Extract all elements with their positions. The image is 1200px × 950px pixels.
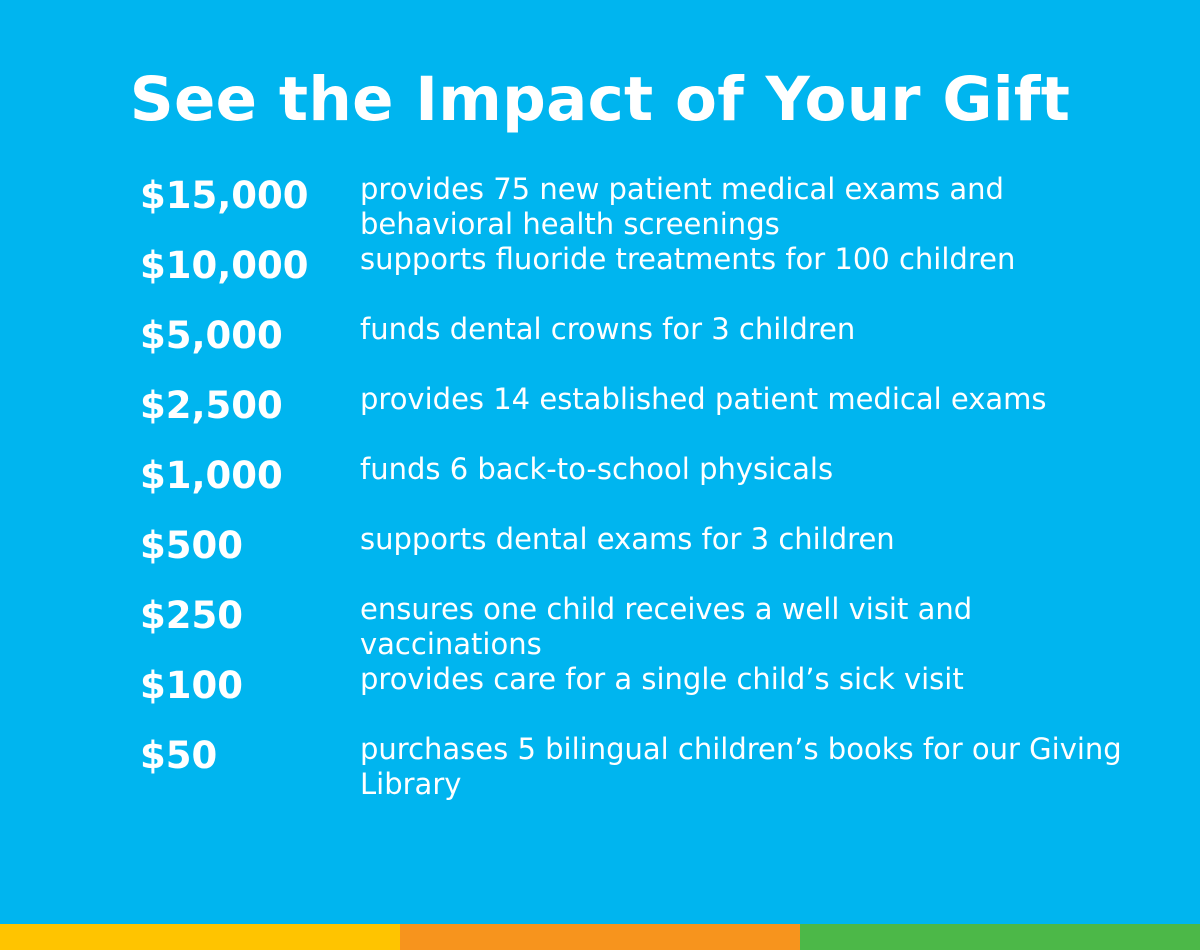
impact-row: $250 ensures one child receives a well v… <box>0 592 1200 662</box>
gift-impact-description: funds dental crowns for 3 children <box>360 312 856 346</box>
green-stripe <box>800 924 1200 950</box>
impact-row: $500 supports dental exams for 3 childre… <box>0 522 1200 592</box>
gift-impact-description: provides 75 new patient medical exams an… <box>360 172 1004 241</box>
gift-amount: $15,000 <box>140 174 309 217</box>
gift-amount: $2,500 <box>140 384 283 427</box>
impact-row: $50 purchases 5 bilingual children’s boo… <box>0 732 1200 802</box>
gift-impact-description: provides care for a single child’s sick … <box>360 662 964 696</box>
page-title: See the Impact of Your Gift <box>129 64 1071 135</box>
gift-amount: $100 <box>140 664 243 707</box>
gift-impact-description: supports dental exams for 3 children <box>360 522 895 556</box>
gift-amount: $250 <box>140 594 243 637</box>
gift-impact-description: provides 14 established patient medical … <box>360 382 1047 416</box>
impact-row: $5,000 funds dental crowns for 3 childre… <box>0 312 1200 382</box>
impact-list: $15,000 provides 75 new patient medical … <box>0 172 1200 802</box>
impact-row: $1,000 funds 6 back-to-school physicals <box>0 452 1200 522</box>
gift-impact-description: funds 6 back-to-school physicals <box>360 452 834 486</box>
impact-row: $10,000 supports fluoride treatments for… <box>0 242 1200 312</box>
gift-impact-description: supports fluoride treatments for 100 chi… <box>360 242 1016 276</box>
orange-stripe <box>400 924 800 950</box>
gift-amount: $500 <box>140 524 243 567</box>
impact-row: $100 provides care for a single child’s … <box>0 662 1200 732</box>
color-stripe-footer <box>0 924 1200 950</box>
gift-amount: $5,000 <box>140 314 283 357</box>
gift-amount: $10,000 <box>140 244 309 287</box>
gift-amount: $1,000 <box>140 454 283 497</box>
gift-impact-description: purchases 5 bilingual children’s books f… <box>360 732 1122 801</box>
yellow-stripe <box>0 924 400 950</box>
gift-amount: $50 <box>140 734 218 777</box>
impact-row: $15,000 provides 75 new patient medical … <box>0 172 1200 242</box>
gift-impact-description: ensures one child receives a well visit … <box>360 592 973 661</box>
impact-row: $2,500 provides 14 established patient m… <box>0 382 1200 452</box>
